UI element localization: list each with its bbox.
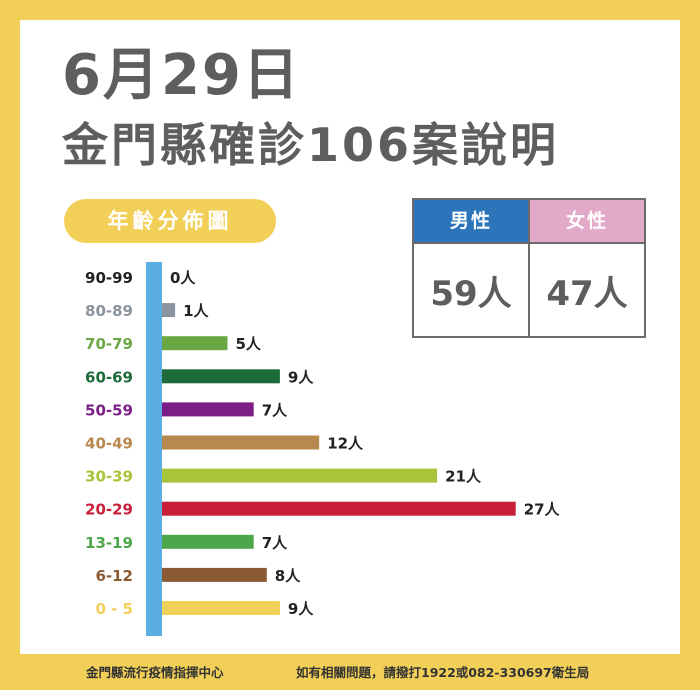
- bar: [162, 501, 516, 516]
- male-header: 男性: [414, 200, 528, 244]
- value-label: 7人: [262, 401, 288, 419]
- bar: [162, 435, 320, 450]
- bar: [162, 369, 280, 384]
- value-label: 7人: [262, 534, 288, 552]
- bar: [162, 534, 254, 549]
- value-label: 5人: [236, 335, 262, 353]
- date-title: 6月29日: [62, 43, 301, 108]
- category-label: 40-49: [85, 435, 133, 453]
- category-label: 20-29: [85, 501, 133, 519]
- female-header: 女性: [530, 200, 644, 244]
- category-label: 6-12: [95, 567, 133, 585]
- category-label: 0 - 5: [95, 600, 133, 618]
- category-label: 90-99: [85, 269, 133, 287]
- age-distribution-label: 年齡分佈圖: [64, 199, 276, 243]
- value-label: 12人: [327, 435, 364, 453]
- category-label: 80-89: [85, 302, 133, 320]
- bar: [162, 336, 228, 351]
- category-label: 13-19: [85, 534, 133, 552]
- value-label: 1人: [183, 302, 209, 320]
- male-column: 男性 59人: [414, 200, 528, 336]
- category-label: 70-79: [85, 335, 133, 353]
- footer-organization: 金門縣流行疫情指揮中心: [86, 665, 224, 680]
- value-label: 8人: [275, 567, 301, 585]
- category-label: 60-69: [85, 368, 133, 386]
- value-label: 9人: [288, 600, 314, 618]
- case-heading: 金門縣確診106案說明: [62, 118, 560, 172]
- bar: [162, 601, 280, 615]
- category-label: 50-59: [85, 401, 133, 419]
- male-count: 59人: [430, 273, 512, 314]
- value-label: 0人: [170, 269, 196, 287]
- female-count: 47人: [546, 273, 628, 314]
- chart-axis: [146, 262, 162, 636]
- value-label: 21人: [445, 468, 482, 486]
- bar: [162, 303, 176, 318]
- bar: [162, 567, 267, 582]
- value-label: 27人: [524, 501, 561, 519]
- bar: [162, 468, 438, 483]
- gender-table: 男性 59人 女性 47人: [412, 198, 646, 338]
- footer-contact: 如有相關問題，請撥打1922或082-330697衛生局: [296, 665, 590, 680]
- value-label: 9人: [288, 368, 314, 386]
- female-column: 女性 47人: [528, 200, 644, 336]
- category-label: 30-39: [85, 468, 133, 486]
- bar: [162, 402, 254, 417]
